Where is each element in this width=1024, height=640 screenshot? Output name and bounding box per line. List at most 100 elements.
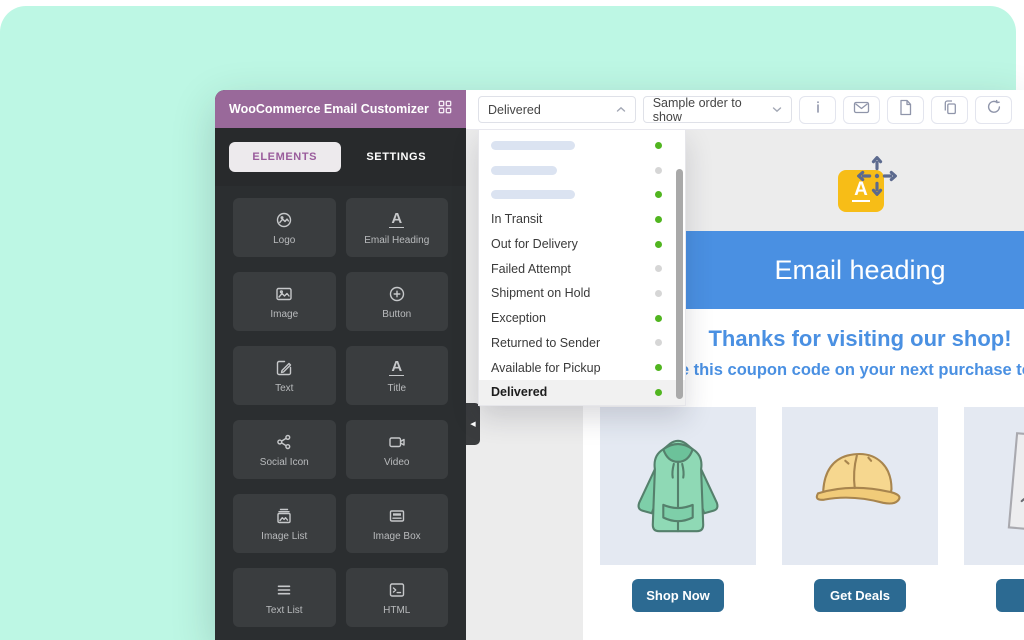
status-option-in-transit[interactable]: In Transit [479,207,685,232]
copy-button[interactable] [931,95,968,124]
file-button[interactable] [887,95,924,124]
element-card-social-icon[interactable]: Social Icon [233,420,336,479]
element-label: Social Icon [259,456,309,468]
app-window: WooCommerce Email Customizer ELEMENTS SE… [215,90,1024,640]
status-dot [655,191,662,199]
social-icon [274,432,294,452]
email-heading-text: Email heading [774,254,946,285]
move-arrows-icon [854,153,900,204]
email-content: Thanks for visiting our shop! Use this c… [583,326,1024,612]
email-coupon-line: Use this coupon code on your next purcha… [658,361,1024,379]
product-card: Shop Now [600,407,756,612]
element-label: Logo [273,234,296,246]
status-option-skeleton[interactable] [479,182,685,207]
button-icon [387,284,407,304]
status-dot [655,364,662,372]
copy-icon [942,99,958,121]
mail-icon [853,100,870,120]
refresh-button[interactable] [975,95,1012,124]
status-option-returned-to-sender[interactable]: Returned to Sender [479,331,685,356]
skeleton-bar [491,140,575,150]
image-icon [274,284,294,304]
product-card: Get Deals [782,407,938,612]
status-option-skeleton[interactable] [479,133,685,158]
element-label: Button [382,308,412,320]
element-label: Video [384,456,410,468]
element-card-email-heading[interactable]: A Email Heading [345,198,448,257]
product-card [964,407,1024,612]
element-label: Text [275,382,294,394]
sidebar-collapse-handle[interactable]: ◀ [466,403,480,445]
status-option-label: Returned to Sender [491,335,601,350]
status-option-out-for-delivery[interactable]: Out for Delivery [479,232,685,257]
email-heading-icon: A [389,210,405,228]
image-list-icon [274,506,294,526]
shipment-status-select[interactable]: Delivered [478,96,636,123]
status-dot [655,215,662,223]
info-icon [810,99,826,120]
element-label: Email Heading [364,234,430,246]
status-option-label: Delivered [491,385,548,400]
status-dot [655,240,662,248]
skeleton-bar [491,165,557,175]
video-icon [387,432,407,452]
element-card-video[interactable]: Video [345,420,448,479]
status-dot [655,141,662,149]
element-card-text[interactable]: Text [233,346,336,405]
status-option-label: Shipment on Hold [491,286,591,301]
status-option-label: In Transit [491,212,543,227]
text-icon [274,358,294,378]
status-option-skeleton[interactable] [479,158,685,183]
tab-elements[interactable]: ELEMENTS [229,142,341,172]
dragged-email-heading-element[interactable]: A [838,156,897,212]
info-button[interactable] [799,95,836,124]
app-title: WooCommerce Email Customizer [229,102,429,116]
image-box-icon [387,506,407,526]
sidebar-header: WooCommerce Email Customizer [215,90,466,128]
shop-now-button[interactable]: Shop Now [632,579,724,612]
status-dot [655,314,662,322]
element-card-image-box[interactable]: Image Box [345,494,448,553]
element-card-logo[interactable]: Logo [233,198,336,257]
status-option-label: Exception [491,311,546,326]
send-test-email-button[interactable] [843,95,880,124]
element-card-html[interactable]: HTML [345,568,448,627]
logo-icon [274,210,294,230]
chevron-down-icon [772,106,782,113]
status-option-available-for-pickup[interactable]: Available for Pickup [479,355,685,380]
product-button[interactable] [996,579,1024,612]
dropdown-scrollbar[interactable] [676,169,683,399]
element-label: Image [270,308,299,320]
element-card-image-list[interactable]: Image List [233,494,336,553]
email-headline: Thanks for visiting our shop! [708,326,1012,351]
element-card-button[interactable]: Button [345,272,448,331]
tab-settings[interactable]: SETTINGS [366,151,427,163]
get-deals-button[interactable]: Get Deals [814,579,906,612]
element-card-text-list[interactable]: Text List [233,568,336,627]
element-label: HTML [383,604,411,616]
grid-icon[interactable] [438,100,452,119]
shipment-status-dropdown: In Transit Out for Delivery Failed Attem… [478,129,686,406]
status-option-exception[interactable]: Exception [479,306,685,331]
status-option-delivered[interactable]: Delivered [479,379,685,405]
status-option-failed-attempt[interactable]: Failed Attempt [479,256,685,281]
shipment-status-value: Delivered [488,102,541,117]
html-icon [387,580,407,600]
status-option-shipment-on-hold[interactable]: Shipment on Hold [479,281,685,306]
chevron-up-icon [616,106,626,113]
status-dot [655,339,662,347]
sidebar-tabs: ELEMENTS SETTINGS [215,128,466,186]
element-card-title[interactable]: A Title [345,346,448,405]
status-dot [655,289,662,297]
status-dot [655,166,662,174]
element-label: Title [387,382,407,394]
status-option-label: Failed Attempt [491,261,571,276]
sample-order-select[interactable]: Sample order to show [642,96,792,124]
email-preview-body: Email heading Thanks for visiting our sh… [583,231,1024,640]
element-card-image[interactable]: Image [233,272,336,331]
cap-illustration [782,407,938,565]
product-row: Shop Now [583,407,1024,612]
preview-panel: Delivered Sample order to show [466,90,1024,640]
element-label: Text List [265,604,303,616]
